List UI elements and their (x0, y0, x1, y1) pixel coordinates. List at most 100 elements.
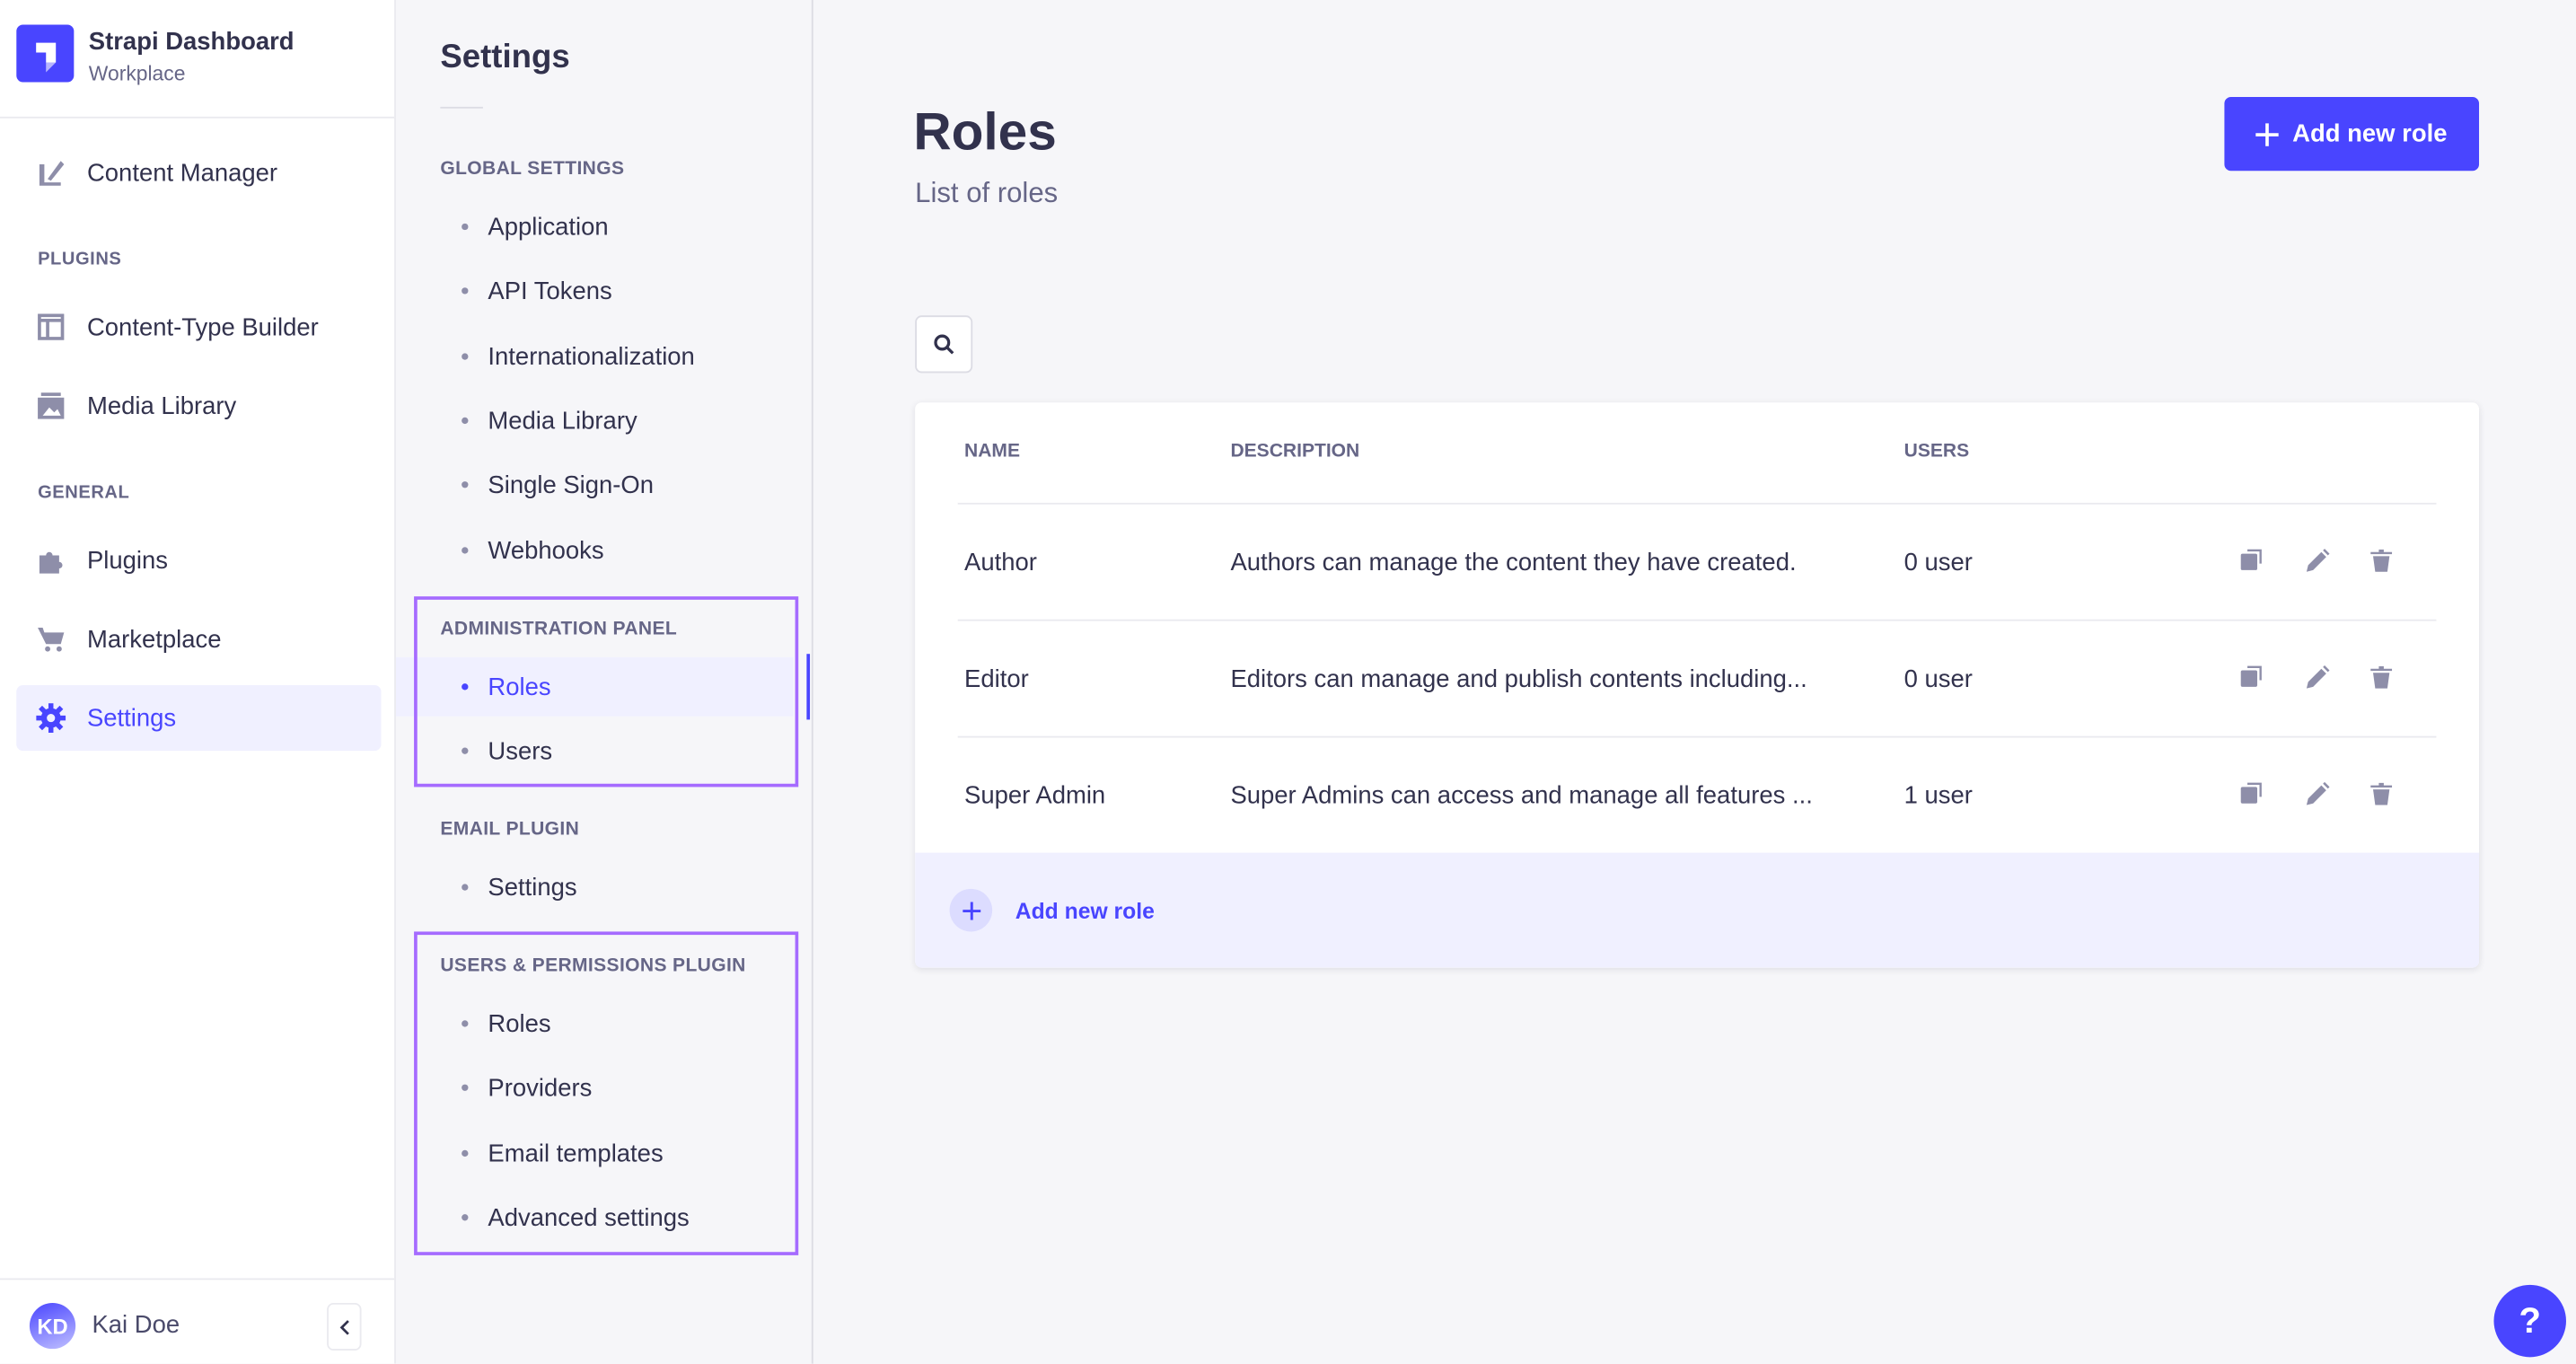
nav-label: Settings (86, 704, 177, 733)
label: Users (488, 736, 553, 765)
column-header-users: USERS (1903, 442, 1970, 462)
strapi-logo (16, 24, 75, 83)
bullet (462, 287, 469, 295)
nav-settings[interactable]: Settings (16, 684, 382, 752)
image-icon (36, 391, 66, 420)
duplicate-icon[interactable] (2239, 780, 2267, 808)
highlight-box (414, 931, 799, 1255)
gear-icon (36, 703, 66, 734)
role-name: Super Admin (964, 781, 1106, 811)
add-new-role-link[interactable]: Add new role (1015, 898, 1155, 924)
bullet (462, 547, 469, 554)
search-icon (934, 334, 954, 355)
section-email-plugin: EMAIL PLUGIN (440, 820, 580, 840)
page-subtitle: List of roles (915, 177, 1059, 209)
label: Webhooks (488, 536, 604, 565)
subnav-email-templates[interactable]: Email templates (396, 1124, 794, 1184)
column-header-name: NAME (964, 442, 1021, 462)
brand-subtitle: Workplace (88, 62, 186, 86)
label: Internationalization (488, 342, 695, 371)
nav-label: Media Library (86, 392, 237, 420)
role-description: Editors can manage and publish contents … (1230, 665, 1807, 694)
column-header-description: DESCRIPTION (1230, 442, 1360, 462)
add-new-role-row[interactable]: Add new role (915, 852, 2480, 968)
bullet (462, 223, 469, 231)
pencil-icon[interactable] (2303, 547, 2331, 575)
divider (440, 106, 483, 109)
table-row[interactable]: Editor Editors can manage and publish co… (957, 619, 2437, 738)
subnav-providers[interactable]: Providers (396, 1058, 794, 1117)
section-users-permissions: USERS & PERMISSIONS PLUGIN (440, 955, 746, 976)
bullet (462, 481, 469, 488)
duplicate-icon[interactable] (2239, 664, 2267, 691)
bullet (462, 1084, 469, 1091)
add-new-role-button[interactable]: Add new role (2224, 96, 2480, 172)
subnav-admin-users[interactable]: Users (396, 721, 794, 780)
subnav-webhooks[interactable]: Webhooks (396, 521, 794, 580)
pencil-icon[interactable] (2303, 780, 2331, 808)
subnav-admin-roles[interactable]: Roles (395, 656, 794, 717)
search-button[interactable] (915, 315, 973, 374)
bullet (462, 417, 469, 425)
puzzle-icon (36, 545, 66, 575)
active-indicator (806, 654, 811, 720)
label: Advanced settings (488, 1203, 690, 1232)
label: Email templates (488, 1139, 664, 1168)
bullet (462, 1149, 469, 1157)
table-row[interactable]: Author Authors can manage the content th… (957, 502, 2437, 621)
nav-content-manager[interactable]: Content Manager (16, 140, 381, 206)
button-label: Add new role (2292, 119, 2448, 148)
help-button[interactable]: ? (2493, 1284, 2566, 1358)
trash-icon[interactable] (2368, 780, 2396, 808)
bullet (462, 353, 469, 360)
duplicate-icon[interactable] (2239, 547, 2267, 575)
subnav-advanced-settings[interactable]: Advanced settings (396, 1188, 794, 1247)
role-description: Authors can manage the content they have… (1230, 549, 1797, 577)
nav-section-general: GENERAL (38, 482, 130, 503)
label: Roles (488, 1009, 551, 1038)
label: API Tokens (488, 277, 612, 305)
role-users: 1 user (1903, 781, 1973, 811)
label: Application (488, 212, 609, 242)
trash-icon[interactable] (2368, 664, 2396, 691)
nav-label: Content-Type Builder (86, 312, 319, 341)
label: Providers (488, 1073, 593, 1102)
subnav-media-library[interactable]: Media Library (396, 391, 794, 450)
user-name[interactable]: Kai Doe (92, 1311, 180, 1340)
divider (0, 1278, 395, 1280)
role-name: Editor (964, 665, 1029, 694)
label: Media Library (488, 406, 637, 435)
settings-subnav: Settings GLOBAL SETTINGS Application API… (395, 0, 813, 1364)
nav-section-plugins: PLUGINS (38, 250, 122, 270)
trash-icon[interactable] (2368, 547, 2396, 575)
nav-media-library[interactable]: Media Library (16, 373, 381, 438)
brand-title: Strapi Dashboard (88, 28, 295, 57)
label: Roles (488, 673, 551, 701)
main-nav: Strapi Dashboard Workplace Content Manag… (0, 0, 396, 1364)
highlight-box (414, 596, 799, 788)
nav-marketplace[interactable]: Marketplace (16, 606, 381, 672)
role-name: Author (964, 549, 1037, 577)
avatar[interactable]: KD (29, 1302, 76, 1350)
subnav-email-settings[interactable]: Settings (396, 858, 794, 917)
table-row[interactable]: Super Admin Super Admins can access and … (957, 735, 2437, 855)
nav-plugins[interactable]: Plugins (16, 527, 381, 593)
subnav-api-tokens[interactable]: API Tokens (396, 261, 794, 321)
bullet (462, 747, 469, 754)
role-users: 0 user (1903, 549, 1973, 577)
role-description: Super Admins can access and manage all f… (1230, 781, 1813, 811)
subnav-application[interactable]: Application (396, 198, 794, 257)
nav-label: Plugins (86, 546, 169, 575)
cart-icon (36, 624, 66, 654)
subnav-single-sign-on[interactable]: Single Sign-On (396, 455, 794, 515)
label: Settings (488, 873, 577, 902)
pencil-icon[interactable] (2303, 664, 2331, 691)
subnav-internationalization[interactable]: Internationalization (396, 327, 794, 386)
collapse-nav-button[interactable] (327, 1302, 362, 1351)
feather-icon (36, 158, 66, 188)
subnav-up-roles[interactable]: Roles (396, 994, 794, 1053)
section-global-settings: GLOBAL SETTINGS (440, 159, 625, 180)
nav-content-type-builder[interactable]: Content-Type Builder (16, 295, 381, 360)
divider (0, 116, 395, 119)
bullet (462, 1214, 469, 1221)
